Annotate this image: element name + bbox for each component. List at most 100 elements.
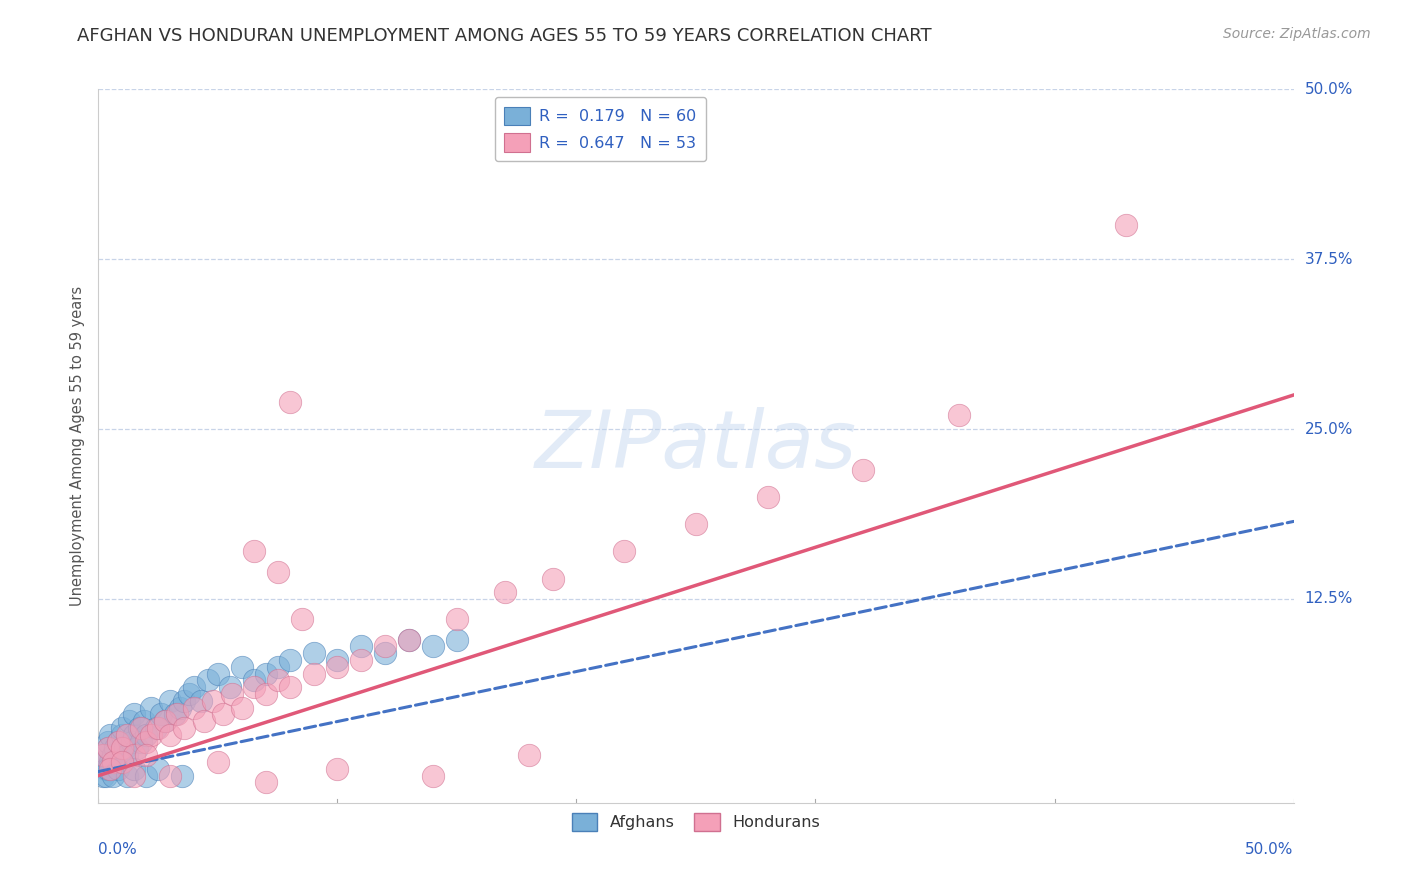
Point bbox=[124, 762, 146, 776]
Point bbox=[517, 748, 540, 763]
Point bbox=[159, 694, 181, 708]
Text: Source: ZipAtlas.com: Source: ZipAtlas.com bbox=[1223, 27, 1371, 41]
Text: 12.5%: 12.5% bbox=[1305, 591, 1353, 607]
Point bbox=[145, 721, 167, 735]
Point bbox=[398, 632, 420, 647]
Point bbox=[118, 714, 141, 729]
Point bbox=[159, 769, 181, 783]
Text: ZIPatlas: ZIPatlas bbox=[534, 407, 858, 485]
Point bbox=[231, 660, 253, 674]
Point bbox=[243, 673, 266, 688]
Point bbox=[278, 394, 301, 409]
Point bbox=[1115, 218, 1137, 232]
Point bbox=[97, 741, 120, 756]
Point bbox=[183, 700, 205, 714]
Point bbox=[94, 762, 117, 776]
Point bbox=[326, 660, 349, 674]
Point bbox=[131, 721, 153, 735]
Point bbox=[202, 694, 225, 708]
Point bbox=[231, 700, 253, 714]
Point bbox=[115, 728, 138, 742]
Point bbox=[207, 755, 229, 769]
Point bbox=[183, 680, 205, 694]
Point bbox=[172, 769, 194, 783]
Point bbox=[374, 640, 396, 654]
Point bbox=[267, 673, 290, 688]
Text: 0.0%: 0.0% bbox=[98, 842, 138, 856]
Point bbox=[211, 707, 233, 722]
Point bbox=[139, 728, 162, 742]
Point bbox=[98, 762, 122, 776]
Point bbox=[101, 769, 124, 783]
Point bbox=[132, 714, 155, 729]
Point bbox=[91, 748, 114, 763]
Point bbox=[278, 653, 301, 667]
Point bbox=[155, 714, 177, 729]
Point bbox=[97, 762, 120, 776]
Point bbox=[124, 748, 146, 763]
Point bbox=[852, 463, 875, 477]
Point bbox=[124, 707, 146, 722]
Point bbox=[111, 721, 134, 735]
Point bbox=[135, 769, 157, 783]
Point bbox=[494, 585, 516, 599]
Point bbox=[350, 640, 373, 654]
Point bbox=[101, 748, 124, 763]
Point bbox=[148, 762, 170, 776]
Point bbox=[90, 755, 112, 769]
Text: 37.5%: 37.5% bbox=[1305, 252, 1353, 267]
Point bbox=[221, 687, 243, 701]
Point bbox=[155, 714, 177, 729]
Text: 50.0%: 50.0% bbox=[1305, 82, 1353, 96]
Point bbox=[613, 544, 636, 558]
Point bbox=[97, 741, 120, 756]
Point bbox=[139, 700, 162, 714]
Point bbox=[207, 666, 229, 681]
Point bbox=[541, 572, 564, 586]
Text: 25.0%: 25.0% bbox=[1305, 422, 1353, 436]
Point bbox=[114, 741, 136, 756]
Point bbox=[149, 707, 172, 722]
Text: AFGHAN VS HONDURAN UNEMPLOYMENT AMONG AGES 55 TO 59 YEARS CORRELATION CHART: AFGHAN VS HONDURAN UNEMPLOYMENT AMONG AG… bbox=[77, 27, 932, 45]
Point bbox=[135, 728, 157, 742]
Point bbox=[169, 700, 191, 714]
Point bbox=[446, 612, 468, 626]
Point bbox=[107, 734, 129, 748]
Point bbox=[111, 755, 134, 769]
Point bbox=[135, 748, 157, 763]
Point bbox=[159, 728, 181, 742]
Point bbox=[125, 741, 148, 756]
Point bbox=[94, 769, 117, 783]
Point bbox=[193, 714, 215, 729]
Point bbox=[128, 721, 150, 735]
Point bbox=[148, 721, 170, 735]
Point bbox=[97, 734, 120, 748]
Point bbox=[326, 762, 349, 776]
Point bbox=[291, 612, 314, 626]
Point bbox=[179, 687, 201, 701]
Point bbox=[243, 544, 266, 558]
Point bbox=[254, 687, 277, 701]
Text: 50.0%: 50.0% bbox=[1246, 842, 1294, 856]
Point bbox=[124, 728, 146, 742]
Point bbox=[326, 653, 349, 667]
Point bbox=[98, 728, 122, 742]
Point bbox=[91, 748, 114, 763]
Point bbox=[254, 775, 277, 789]
Point bbox=[350, 653, 373, 667]
Point bbox=[98, 755, 122, 769]
Point bbox=[108, 755, 131, 769]
Point bbox=[446, 632, 468, 647]
Point bbox=[166, 707, 188, 722]
Point bbox=[948, 409, 970, 423]
Point bbox=[685, 517, 707, 532]
Point bbox=[173, 721, 195, 735]
Point bbox=[398, 632, 420, 647]
Point bbox=[124, 769, 146, 783]
Point bbox=[374, 646, 396, 660]
Legend: Afghans, Hondurans: Afghans, Hondurans bbox=[565, 806, 827, 838]
Point bbox=[756, 490, 779, 504]
Point bbox=[254, 666, 277, 681]
Point bbox=[91, 769, 114, 783]
Point bbox=[267, 660, 290, 674]
